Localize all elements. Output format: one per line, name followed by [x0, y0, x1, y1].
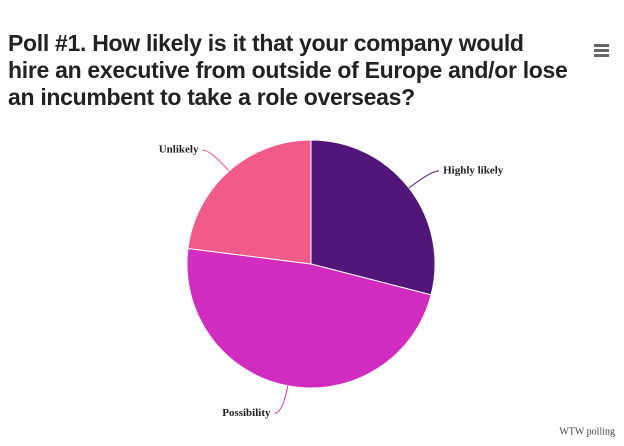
data-label: Unlikely	[159, 144, 199, 156]
credit: WTW polling	[559, 426, 615, 437]
data-label: Highly likely	[443, 164, 504, 176]
data-label: Possibility	[222, 407, 271, 419]
connector	[274, 385, 289, 414]
connector	[408, 170, 440, 189]
connector	[202, 149, 230, 172]
menu-bar	[594, 54, 609, 57]
chart-title: Poll #1. How likely is it that your comp…	[8, 30, 568, 110]
menu-button[interactable]	[594, 44, 609, 57]
menu-bar	[594, 44, 609, 47]
pie-slice	[186, 247, 432, 389]
pie-slice	[187, 139, 312, 265]
menu-bar	[594, 49, 609, 52]
pie-slice	[310, 139, 436, 296]
